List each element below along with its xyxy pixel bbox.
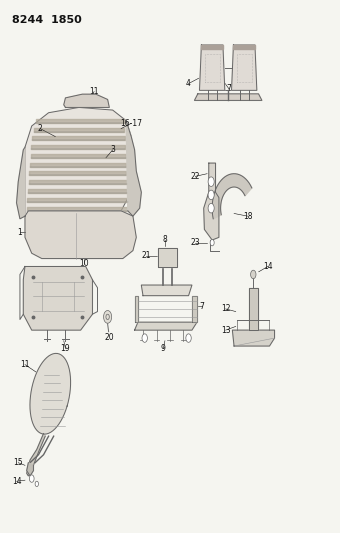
Text: 10: 10 [79,260,89,268]
Polygon shape [232,45,257,90]
Polygon shape [135,296,138,322]
Text: 1: 1 [18,228,22,237]
Bar [237,54,252,82]
Polygon shape [27,433,45,476]
Text: 5: 5 [201,50,206,59]
Circle shape [35,481,38,487]
Circle shape [208,204,214,213]
Polygon shape [30,353,71,434]
Polygon shape [234,45,255,49]
Text: 3: 3 [110,146,115,155]
Text: 7: 7 [200,302,204,311]
Text: 20: 20 [105,333,115,342]
Text: 12: 12 [221,304,231,313]
Text: 7: 7 [226,84,232,93]
Text: 15: 15 [14,458,23,467]
Text: 11: 11 [89,87,99,96]
Polygon shape [64,94,109,108]
Circle shape [210,239,214,246]
Polygon shape [27,463,33,476]
Text: 21: 21 [142,252,151,261]
Text: 6: 6 [235,50,240,59]
Polygon shape [194,94,262,100]
Text: 14: 14 [263,262,273,271]
Text: 11: 11 [20,360,30,369]
Polygon shape [126,120,141,216]
Polygon shape [135,322,197,330]
Text: 22: 22 [190,172,200,181]
Polygon shape [212,174,252,219]
Text: 9: 9 [161,344,166,353]
Polygon shape [25,108,131,216]
Polygon shape [204,163,219,240]
Circle shape [208,177,214,187]
Text: 19: 19 [61,344,70,353]
Polygon shape [249,288,258,330]
Polygon shape [17,147,25,219]
Polygon shape [141,285,192,296]
Polygon shape [25,211,136,259]
Circle shape [208,190,214,200]
Polygon shape [23,266,92,330]
Polygon shape [192,296,197,322]
Polygon shape [200,45,225,90]
Text: 16-17: 16-17 [120,119,142,128]
Text: 2: 2 [38,124,42,133]
Circle shape [186,334,191,342]
Text: 8: 8 [163,236,167,245]
Polygon shape [201,45,223,49]
Polygon shape [158,248,177,266]
Bar [205,54,220,82]
Text: 18: 18 [243,212,252,221]
Text: 13: 13 [221,326,231,335]
Circle shape [104,311,112,323]
Text: 8244  1850: 8244 1850 [12,14,81,25]
Polygon shape [232,330,274,346]
Circle shape [142,334,148,342]
Text: 23: 23 [190,238,200,247]
Text: 4: 4 [186,79,191,88]
Text: 14: 14 [12,477,21,486]
Circle shape [29,475,34,482]
Circle shape [251,270,256,279]
